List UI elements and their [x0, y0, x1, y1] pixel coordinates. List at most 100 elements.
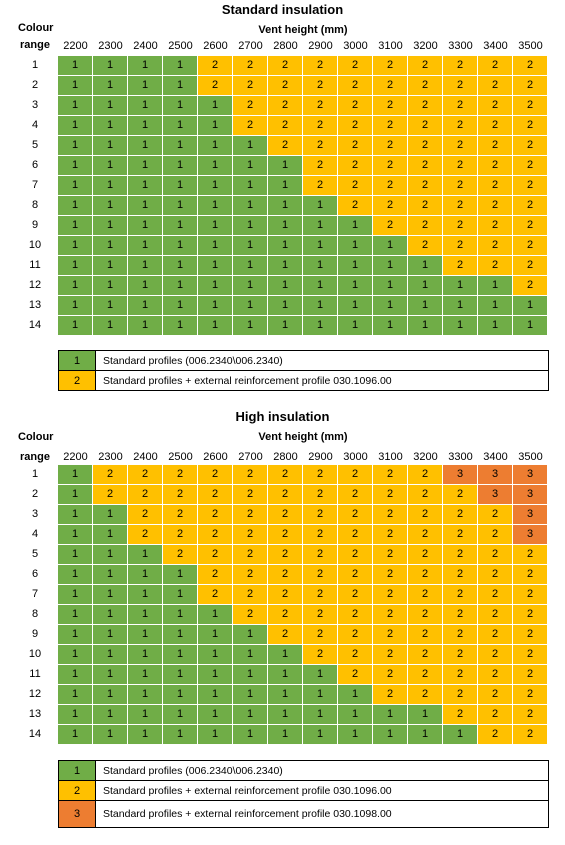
grid-cell: 2	[268, 56, 303, 76]
grid-cell: 2	[443, 236, 478, 256]
legend-text: Standard profiles (006.2340\006.2340)	[103, 764, 283, 777]
grid-cell: 1	[93, 276, 128, 296]
grid-cell: 2	[408, 176, 443, 196]
grid-cell: 1	[58, 116, 93, 136]
grid-cell: 2	[478, 256, 513, 276]
grid-cell: 2	[513, 96, 548, 116]
grid-cell: 1	[443, 316, 478, 336]
grid-cell: 1	[58, 605, 93, 625]
grid-cell: 1	[163, 316, 198, 336]
grid-cell: 2	[268, 525, 303, 545]
grid-cell: 1	[268, 665, 303, 685]
standard-vent-height-label: Vent height (mm)	[258, 24, 348, 36]
grid-cell: 2	[443, 525, 478, 545]
grid-cell: 1	[128, 296, 163, 316]
grid-cell: 1	[373, 725, 408, 745]
grid-cell: 2	[303, 156, 338, 176]
grid-cell: 2	[303, 565, 338, 585]
grid-cell: 2	[338, 545, 373, 565]
grid-cell: 1	[373, 296, 408, 316]
grid-cell: 1	[338, 725, 373, 745]
grid-cell: 2	[373, 625, 408, 645]
grid-cell: 2	[128, 505, 163, 525]
grid-cell: 2	[93, 485, 128, 505]
grid-cell: 2	[198, 76, 233, 96]
grid-cell: 1	[128, 56, 163, 76]
standard-legend: 1 Standard profiles (006.2340\006.2340) …	[58, 350, 549, 391]
grid-cell: 1	[58, 665, 93, 685]
grid-cell: 2	[128, 485, 163, 505]
grid-cell: 2	[513, 685, 548, 705]
grid-cell: 1	[93, 76, 128, 96]
grid-cell: 1	[163, 56, 198, 76]
grid-cell: 2	[443, 76, 478, 96]
grid-cell: 1	[163, 156, 198, 176]
column-header-2200: 2200	[63, 40, 88, 52]
grid-cell: 1	[128, 276, 163, 296]
column-header-2700: 2700	[238, 40, 263, 52]
grid-cell: 2	[233, 116, 268, 136]
row-label-5: 5	[31, 139, 39, 151]
grid-cell: 2	[373, 505, 408, 525]
grid-cell: 2	[443, 196, 478, 216]
grid-cell: 1	[58, 565, 93, 585]
grid-cell: 1	[93, 96, 128, 116]
column-header-3200: 3200	[413, 451, 438, 463]
grid-cell: 1	[268, 156, 303, 176]
grid-cell: 1	[233, 256, 268, 276]
grid-cell: 3	[513, 465, 548, 485]
grid-cell: 2	[198, 505, 233, 525]
grid-cell: 2	[338, 605, 373, 625]
row-label-12: 12	[28, 279, 42, 291]
grid-cell: 1	[408, 705, 443, 725]
grid-cell: 2	[478, 685, 513, 705]
grid-cell: 2	[163, 545, 198, 565]
grid-cell: 2	[443, 665, 478, 685]
grid-cell: 1	[338, 685, 373, 705]
grid-cell: 1	[478, 316, 513, 336]
standard-title: Standard insulation	[221, 2, 344, 17]
grid-cell: 1	[128, 705, 163, 725]
grid-cell: 1	[93, 216, 128, 236]
grid-cell: 2	[338, 465, 373, 485]
grid-cell: 2	[408, 56, 443, 76]
grid-cell: 1	[58, 525, 93, 545]
grid-cell: 1	[58, 96, 93, 116]
grid-cell: 2	[513, 276, 548, 296]
column-header-3200: 3200	[413, 40, 438, 52]
grid-cell: 2	[443, 116, 478, 136]
grid-cell: 2	[408, 96, 443, 116]
grid-cell: 2	[408, 505, 443, 525]
grid-cell: 1	[58, 276, 93, 296]
grid-cell: 1	[338, 216, 373, 236]
grid-cell: 2	[443, 545, 478, 565]
grid-cell: 2	[373, 585, 408, 605]
grid-cell: 1	[93, 196, 128, 216]
column-header-3300: 3300	[448, 40, 473, 52]
grid-cell: 2	[303, 505, 338, 525]
grid-cell: 1	[233, 665, 268, 685]
row-label-11: 11	[29, 668, 41, 680]
grid-cell: 2	[373, 645, 408, 665]
grid-cell: 1	[128, 256, 163, 276]
grid-cell: 1	[303, 276, 338, 296]
grid-cell: 1	[443, 276, 478, 296]
grid-cell: 2	[478, 585, 513, 605]
grid-cell: 1	[128, 196, 163, 216]
grid-cell: 2	[233, 565, 268, 585]
grid-cell: 3	[513, 505, 548, 525]
grid-cell: 1	[93, 136, 128, 156]
grid-cell: 2	[443, 485, 478, 505]
grid-cell: 2	[513, 605, 548, 625]
grid-cell: 2	[478, 176, 513, 196]
grid-cell: 2	[373, 56, 408, 76]
grid-cell: 1	[128, 665, 163, 685]
grid-cell: 2	[478, 216, 513, 236]
grid-cell: 1	[128, 176, 163, 196]
grid-cell: 2	[513, 585, 548, 605]
grid-cell: 2	[303, 545, 338, 565]
grid-cell: 1	[93, 605, 128, 625]
grid-cell: 3	[513, 525, 548, 545]
column-header-2600: 2600	[203, 451, 228, 463]
grid-cell: 1	[163, 685, 198, 705]
